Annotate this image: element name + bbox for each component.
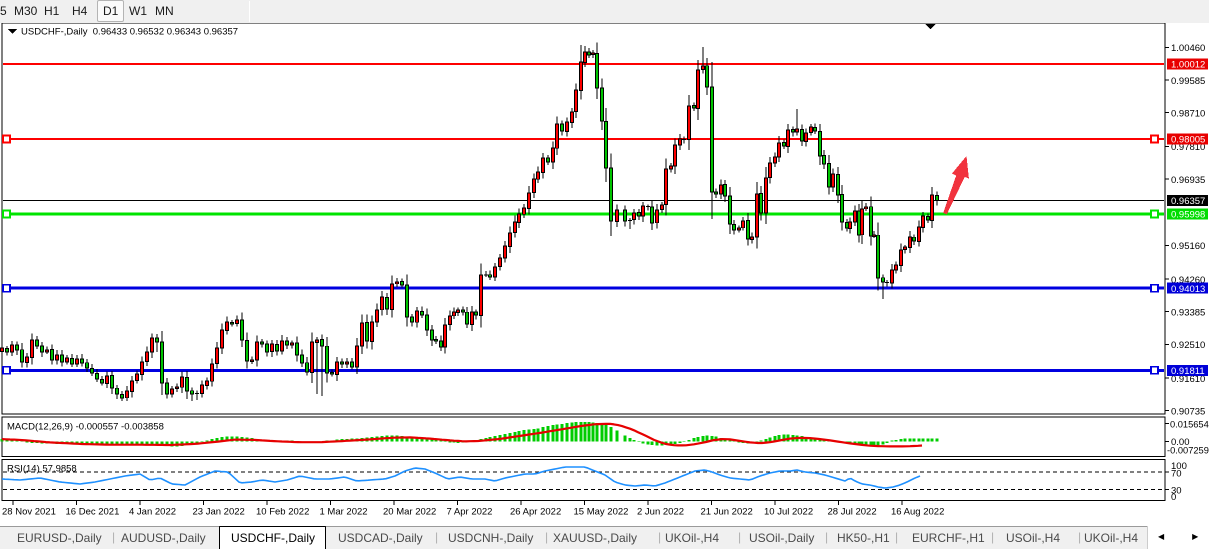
svg-text:21 Jun 2022: 21 Jun 2022: [701, 507, 753, 518]
svg-text:70: 70: [1171, 469, 1182, 480]
svg-text:0.92510: 0.92510: [1171, 340, 1205, 351]
svg-text:10 Feb 2022: 10 Feb 2022: [256, 507, 309, 518]
svg-text:USDCHF-,Daily 0.96433 0.96532: USDCHF-,Daily 0.96433 0.96532 0.96343 0.…: [21, 26, 238, 37]
svg-text:0.97810: 0.97810: [1171, 142, 1205, 153]
svg-text:0.94260: 0.94260: [1171, 275, 1205, 286]
svg-text:0.99585: 0.99585: [1171, 76, 1205, 87]
svg-text:0.98005: 0.98005: [1171, 135, 1205, 146]
svg-text:0.94013: 0.94013: [1171, 284, 1205, 295]
svg-text:0.95998: 0.95998: [1171, 210, 1205, 221]
svg-text:0.015654: 0.015654: [1170, 419, 1209, 429]
svg-text:1.00012: 1.00012: [1171, 60, 1205, 71]
svg-text:1 Mar 2022: 1 Mar 2022: [320, 507, 368, 518]
svg-text:26 Apr 2022: 26 Apr 2022: [510, 507, 561, 518]
svg-text:0.91811: 0.91811: [1171, 366, 1205, 377]
svg-text:0.95160: 0.95160: [1171, 241, 1205, 252]
svg-text:0.93385: 0.93385: [1171, 308, 1205, 319]
svg-text:15 May 2022: 15 May 2022: [574, 507, 629, 518]
svg-text:0.96935: 0.96935: [1171, 175, 1205, 186]
svg-text:0.98710: 0.98710: [1171, 109, 1205, 120]
svg-text:16 Aug 2022: 16 Aug 2022: [891, 507, 944, 518]
svg-text:100: 100: [1171, 461, 1187, 472]
svg-text:0.96357: 0.96357: [1171, 196, 1205, 207]
svg-text:MACD(12,26,9) -0.000557 -0.003: MACD(12,26,9) -0.000557 -0.003858: [7, 422, 164, 433]
svg-text:RSI(14) 57.9858: RSI(14) 57.9858: [7, 464, 77, 475]
svg-text:28 Nov 2021: 28 Nov 2021: [2, 507, 56, 518]
svg-text:30: 30: [1171, 486, 1182, 497]
svg-text:1.00460: 1.00460: [1171, 43, 1205, 54]
svg-text:0.00: 0.00: [1171, 437, 1190, 448]
svg-text:16 Dec 2021: 16 Dec 2021: [66, 507, 120, 518]
svg-text:28 Jul 2022: 28 Jul 2022: [828, 507, 877, 518]
svg-text:20 Mar 2022: 20 Mar 2022: [383, 507, 436, 518]
svg-text:4 Jan 2022: 4 Jan 2022: [129, 507, 176, 518]
svg-text:0.91610: 0.91610: [1171, 374, 1205, 385]
svg-text:0.90735: 0.90735: [1171, 407, 1205, 418]
svg-text:23 Jan 2022: 23 Jan 2022: [193, 507, 245, 518]
svg-text:-0.007259: -0.007259: [1167, 445, 1209, 455]
svg-text:7 Apr 2022: 7 Apr 2022: [447, 507, 493, 518]
svg-text:10 Jul 2022: 10 Jul 2022: [764, 507, 813, 518]
svg-text:2 Jun 2022: 2 Jun 2022: [637, 507, 684, 518]
svg-text:0: 0: [1171, 492, 1176, 503]
